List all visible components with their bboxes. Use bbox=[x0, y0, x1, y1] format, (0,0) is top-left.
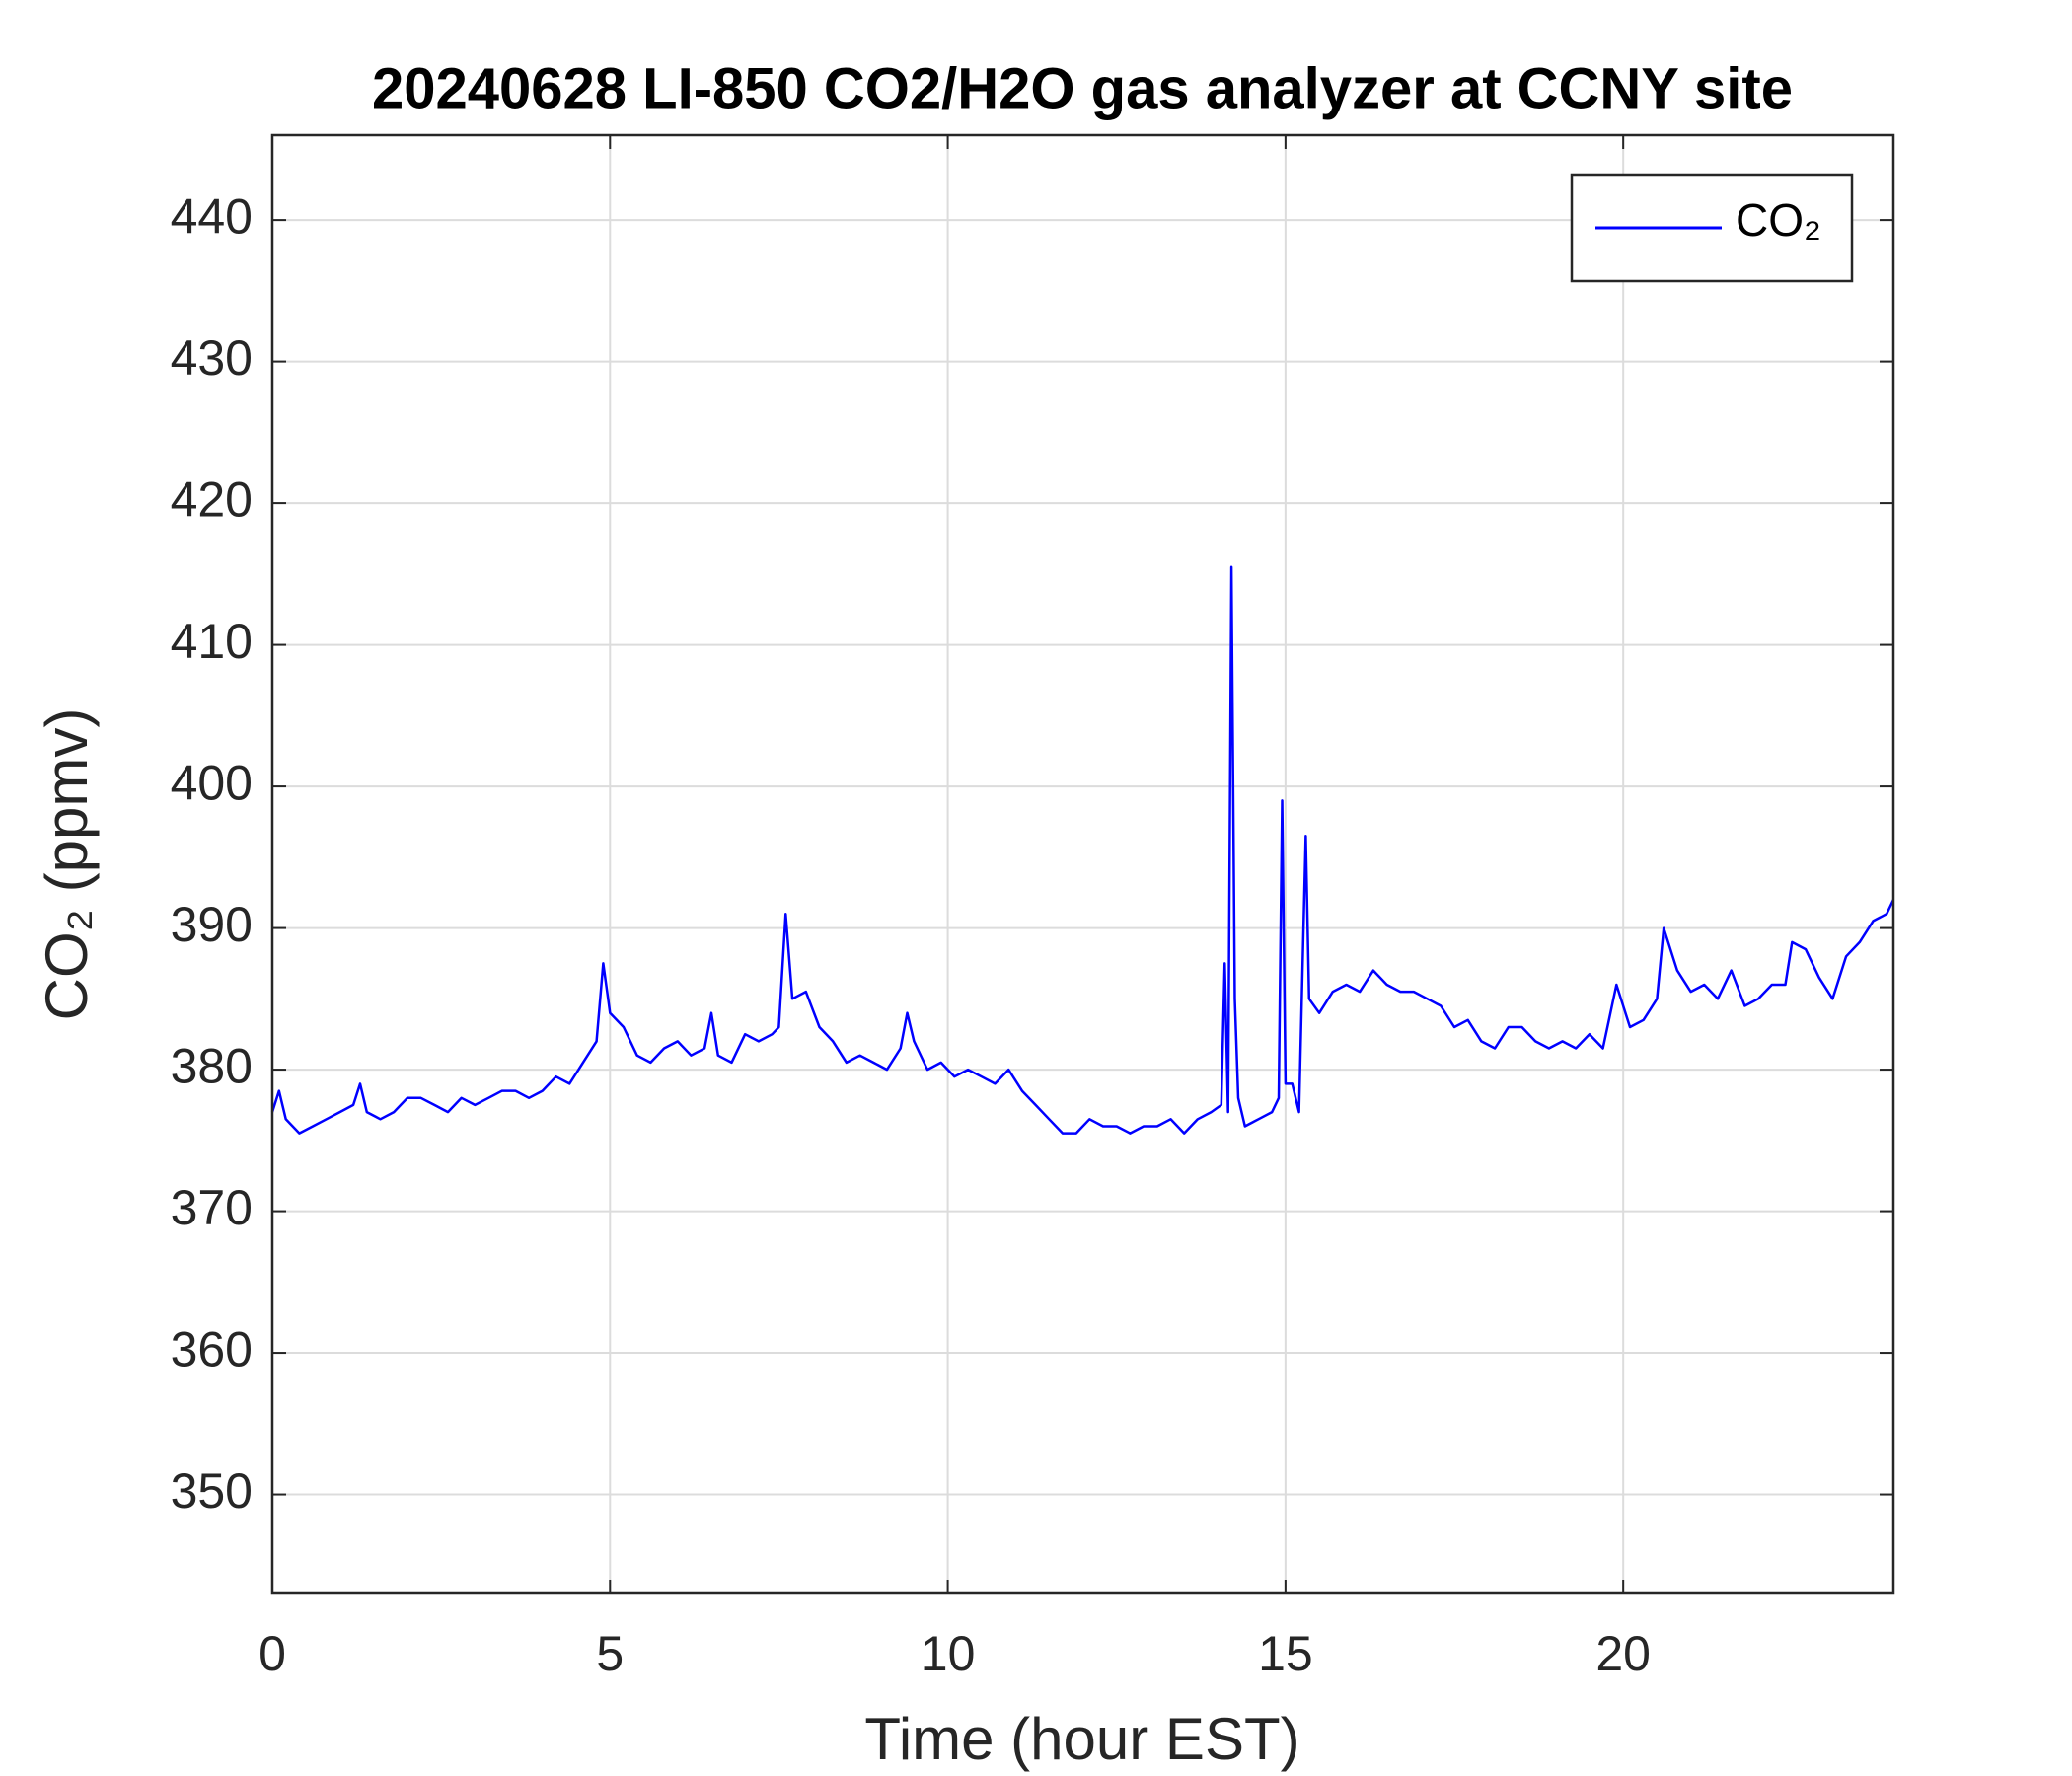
y-tick-label: 390 bbox=[171, 897, 253, 952]
plot-frame bbox=[270, 133, 1895, 1595]
y-tick-label: 370 bbox=[171, 1180, 253, 1235]
x-tick-label: 20 bbox=[1595, 1626, 1651, 1681]
y-tick-label: 350 bbox=[171, 1463, 253, 1518]
y-tick-label: 360 bbox=[171, 1321, 253, 1376]
x-axis-label: Time (hour EST) bbox=[864, 1706, 1299, 1772]
y-tick-label: 410 bbox=[171, 614, 253, 669]
y-tick-label: 380 bbox=[171, 1038, 253, 1093]
x-tick-label: 15 bbox=[1258, 1626, 1313, 1681]
y-tick-label: 420 bbox=[171, 472, 253, 527]
x-tick-label: 5 bbox=[596, 1626, 624, 1681]
y-tick-label: 440 bbox=[171, 188, 253, 244]
legend-label: CO₂ bbox=[1736, 194, 1821, 246]
x-tick-label: 10 bbox=[921, 1626, 976, 1681]
x-tick-label: 0 bbox=[259, 1626, 286, 1681]
y-axis-label: CO₂ (ppmv) bbox=[34, 708, 100, 1021]
data-line bbox=[270, 565, 1895, 1135]
y-tick-label: 400 bbox=[171, 755, 253, 810]
y-tick-label: 430 bbox=[171, 331, 253, 386]
chart-title: 20240628 LI-850 CO2/H2O gas analyzer at … bbox=[372, 56, 1793, 120]
